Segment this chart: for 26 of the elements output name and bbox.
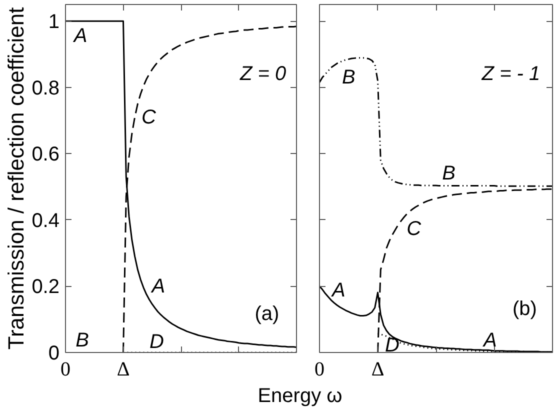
x-axis-title: Energy ω: [258, 385, 342, 407]
x-tick-label: Δ: [116, 358, 130, 380]
y-tick-label: 0.6: [32, 144, 60, 166]
annotation: (b): [512, 298, 537, 320]
annotation: A: [72, 24, 88, 47]
x-tick-label: 0: [314, 358, 324, 380]
annotation: C: [406, 218, 422, 240]
annotation: A: [482, 330, 497, 352]
annotation: D: [384, 334, 400, 357]
annotation: B: [76, 330, 89, 352]
y-tick-label: 0.2: [32, 276, 60, 298]
annotation: D: [150, 331, 164, 354]
y-axis-title: Transmission / reflection coefficient: [4, 7, 29, 350]
annotation: B: [442, 162, 456, 185]
annotation: A: [331, 280, 346, 302]
annotation: B: [342, 66, 356, 89]
annotation: A: [150, 275, 166, 298]
annotation: Z = - 1: [480, 63, 540, 86]
y-tick-label: 0: [48, 342, 60, 364]
annotation: (a): [254, 303, 280, 326]
annotation: Z = 0: [238, 63, 286, 86]
y-tick-label: 0.4: [32, 210, 60, 232]
x-tick-label: Δ: [371, 358, 384, 380]
annotation: C: [141, 106, 156, 128]
y-tick-label: 1: [48, 11, 60, 34]
y-tick-label: 0.8: [32, 77, 60, 100]
